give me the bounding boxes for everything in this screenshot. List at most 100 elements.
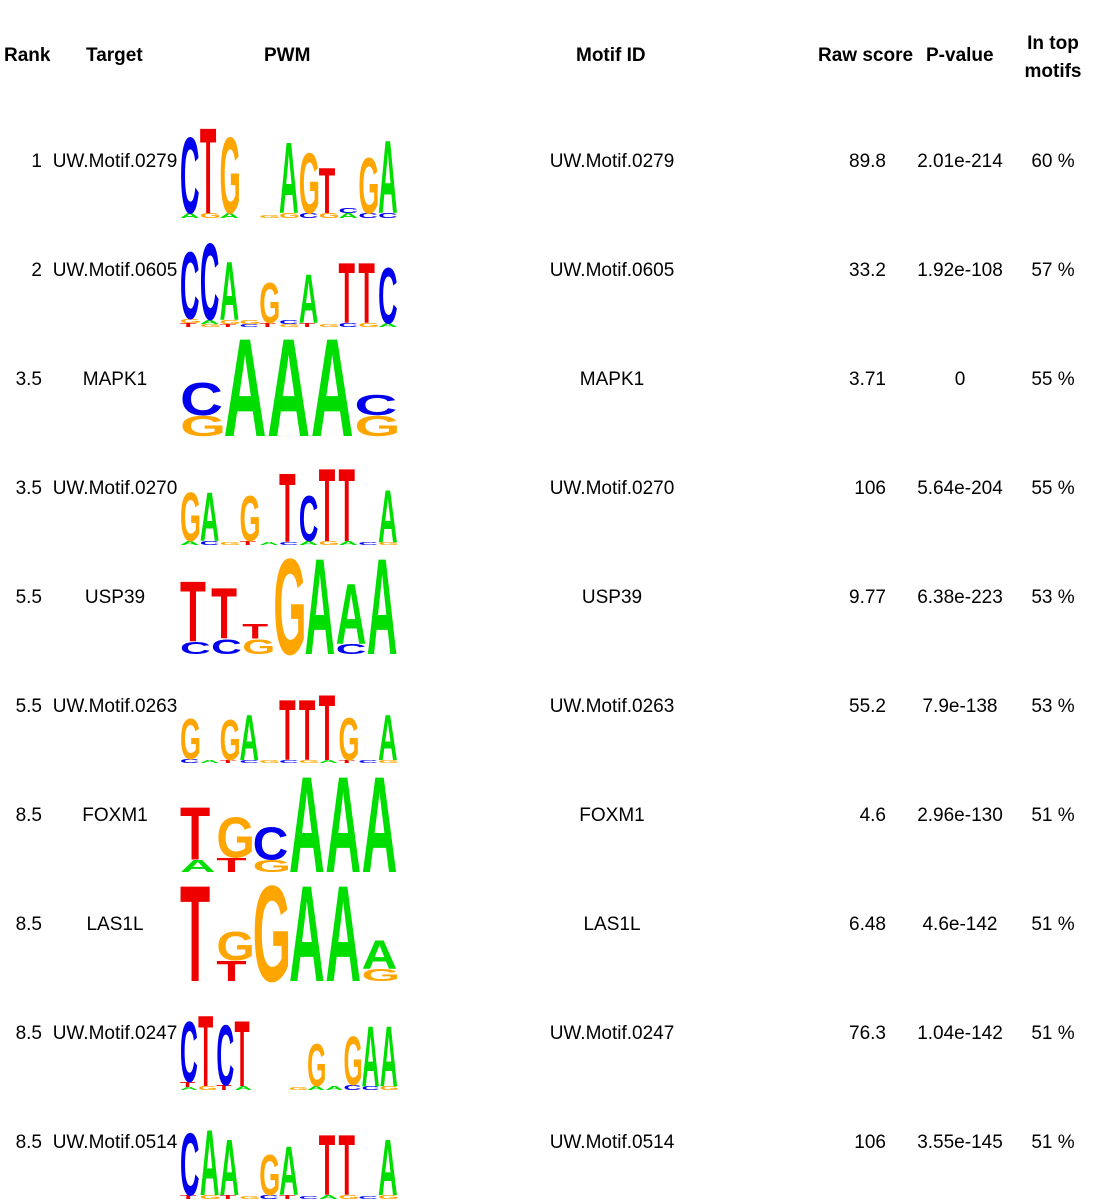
logo-letter-T: T — [319, 448, 335, 564]
logo-letter-A: A — [378, 322, 397, 329]
logo-letter-C: C — [239, 323, 259, 328]
in-top-cell: 55 % — [1031, 369, 1075, 390]
logo-letter-A: A — [200, 319, 219, 326]
logo-letter-G: G — [242, 635, 275, 659]
pwm-logo: GC A A A GC — [180, 310, 401, 466]
rank-cell: 3.5 — [15, 478, 42, 499]
target-cell: UW.Motif.0605 — [52, 260, 178, 281]
logo-letter-G: G — [380, 1085, 399, 1091]
raw-score-cell: 76.3 — [849, 1023, 886, 1044]
logo-letter-A: A — [362, 1007, 380, 1105]
logo-letter-G: G — [239, 319, 260, 326]
table-row: 8.5 LAS1L LAS1L 6.48 4.6e-142 51 % T T G G A A G A — [0, 857, 1100, 1010]
rank-cell: 8.5 — [15, 914, 42, 935]
logo-letter-G: G — [198, 1085, 217, 1091]
logo-letter-A: A — [239, 701, 258, 774]
header-motif-id: Motif ID — [576, 45, 646, 66]
logo-letter-A: A — [299, 261, 318, 339]
logo-letter-T: T — [235, 1001, 250, 1106]
logo-letter-T: T — [220, 323, 237, 328]
logo-letter-T: T — [200, 102, 216, 239]
logo-letter-G: G — [180, 318, 201, 325]
raw-score-cell: 33.2 — [849, 260, 886, 281]
logo-letter-G: G — [239, 482, 260, 555]
target-cell: FOXM1 — [82, 805, 148, 826]
logo-letter-T: T — [220, 1194, 237, 1200]
logo-letter-A: A — [220, 212, 239, 220]
header-in-top-motifs: In top motifs — [1018, 30, 1088, 86]
logo-letter-G: G — [354, 410, 400, 442]
logo-letter-C: C — [180, 233, 199, 339]
logo-letter-T: T — [339, 245, 355, 342]
logo-letter-T: T — [216, 955, 247, 988]
logo-letter-T: T — [180, 564, 206, 661]
logo-letter-C: C — [211, 635, 242, 659]
logo-letter-C: C — [180, 374, 223, 425]
p-value-cell: 5.64e-204 — [917, 478, 1003, 499]
logo-letter-C: C — [180, 115, 199, 236]
rank-cell: 8.5 — [15, 1132, 42, 1153]
logo-letter-C: C — [378, 251, 397, 341]
logo-letter-C: C — [259, 1194, 278, 1200]
header-raw-score: Raw score — [818, 45, 914, 66]
logo-letter-A: A — [180, 540, 199, 547]
logo-letter-T: T — [299, 322, 316, 329]
logo-letter-A: A — [200, 1109, 219, 1200]
raw-score-cell: 3.71 — [849, 369, 886, 390]
logo-letter-A: A — [267, 310, 310, 466]
logo-letter-A: A — [378, 701, 397, 774]
logo-letter-C: C — [339, 322, 358, 329]
logo-letter-A: A — [200, 479, 219, 557]
motif-id-cell: UW.Motif.0514 — [549, 1132, 675, 1153]
logo-letter-G: G — [319, 540, 340, 547]
logo-letter-C: C — [339, 207, 358, 215]
table-row: 8.5 FOXM1 FOXM1 4.6 2.96e-130 51 % A T T G G C A A A — [0, 748, 1100, 901]
logo-letter-C: C — [216, 1006, 234, 1104]
logo-letter-G: G — [220, 707, 241, 772]
logo-letter-T: T — [319, 674, 335, 780]
p-value-cell: 6.38e-223 — [917, 587, 1003, 608]
logo-letter-A: A — [200, 759, 220, 764]
logo-letter-G: G — [358, 322, 379, 329]
logo-letter-T: T — [319, 154, 335, 227]
logo-letter-G: G — [180, 479, 201, 557]
logo-letter-A: A — [367, 530, 398, 684]
header-in-top-line1: In top — [1027, 33, 1079, 54]
header-rank: Rank — [4, 45, 51, 66]
logo-letter-G: G — [180, 706, 201, 771]
logo-letter-C: C — [358, 212, 377, 220]
logo-letter-A: A — [325, 1085, 343, 1091]
logo-letter-T: T — [319, 1117, 335, 1200]
logo-letter-G: G — [378, 759, 399, 764]
motif-id-cell: UW.Motif.0279 — [549, 151, 675, 172]
logo-letter-A: A — [180, 856, 216, 876]
target-cell: UW.Motif.0247 — [52, 1023, 178, 1044]
logo-letter-C: C — [180, 1003, 198, 1101]
table-row: 5.5 UW.Motif.0263 UW.Motif.0263 55.2 7.9e-13… — [0, 655, 1100, 780]
in-top-cell: 51 % — [1031, 1023, 1075, 1044]
logo-letter-G: G — [259, 1142, 280, 1200]
logo-letter-T: T — [211, 573, 237, 655]
rank-cell: 8.5 — [15, 805, 42, 826]
logo-letter-C: C — [344, 1084, 362, 1092]
logo-letter-A: A — [339, 212, 358, 220]
logo-letter-A: A — [362, 932, 398, 978]
logo-letter-A: A — [339, 540, 358, 547]
motif-id-cell: UW.Motif.0263 — [549, 696, 675, 717]
raw-score-cell: 106 — [854, 1132, 886, 1153]
logo-letter-T: T — [180, 1081, 195, 1089]
logo-letter-T: T — [180, 1194, 197, 1200]
p-value-cell: 2.96e-130 — [917, 805, 1003, 826]
motif-id-cell: USP39 — [581, 587, 643, 608]
rank-cell: 1 — [31, 151, 42, 172]
logo-letter-G: G — [279, 323, 300, 328]
raw-score-cell: 89.8 — [849, 151, 886, 172]
rank-cell: 8.5 — [15, 1023, 42, 1044]
logo-letter-A: A — [180, 212, 199, 220]
in-top-cell: 53 % — [1031, 696, 1075, 717]
in-top-cell: 55 % — [1031, 478, 1075, 499]
